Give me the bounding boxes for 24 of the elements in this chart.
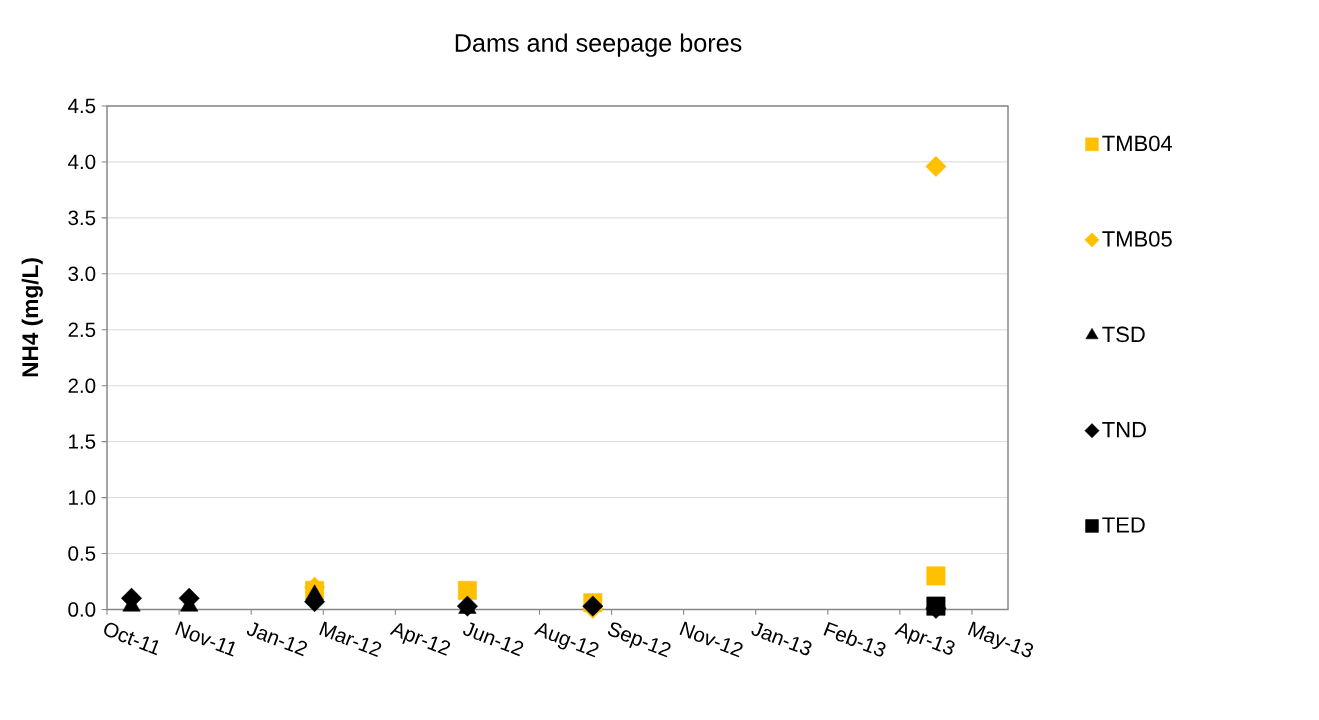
y-tick-label: 3.0 (68, 266, 96, 282)
y-tick-label: 1.0 (69, 490, 96, 505)
y-tick-label: 4.0 (68, 154, 96, 170)
x-tick-label: Jan-12 (246, 622, 308, 657)
y-tick-label: 0.0 (68, 602, 96, 617)
y-tick-label: 3.5 (68, 210, 96, 226)
y-axis-title: NH4 (mg/L) (21, 258, 43, 377)
x-tick-label: Jun-12 (463, 622, 524, 657)
y-tick-label: 0.5 (68, 546, 96, 561)
x-tick-label: Oct-11 (104, 622, 159, 656)
legend-label: TSD (1102, 326, 1145, 343)
legend-label: TED (1102, 517, 1145, 533)
x-tick-label: Apr-12 (389, 622, 451, 656)
x-tick-label: Aug-12 (533, 622, 599, 658)
legend-label: TMB05 (1102, 231, 1172, 247)
x-tick-label: Apr-13 (894, 622, 955, 655)
y-tick-label: 2.5 (68, 322, 96, 338)
y-tick-label: 4.5 (68, 98, 96, 114)
chart-title: Dams and seepage bores (455, 33, 742, 57)
legend-label: TMB04 (1102, 135, 1173, 152)
legend-label: TND (1102, 422, 1146, 438)
y-tick-label: 2.0 (68, 378, 96, 393)
x-tick-label: Jan-13 (751, 622, 812, 656)
y-tick-label: 1.5 (69, 434, 96, 449)
